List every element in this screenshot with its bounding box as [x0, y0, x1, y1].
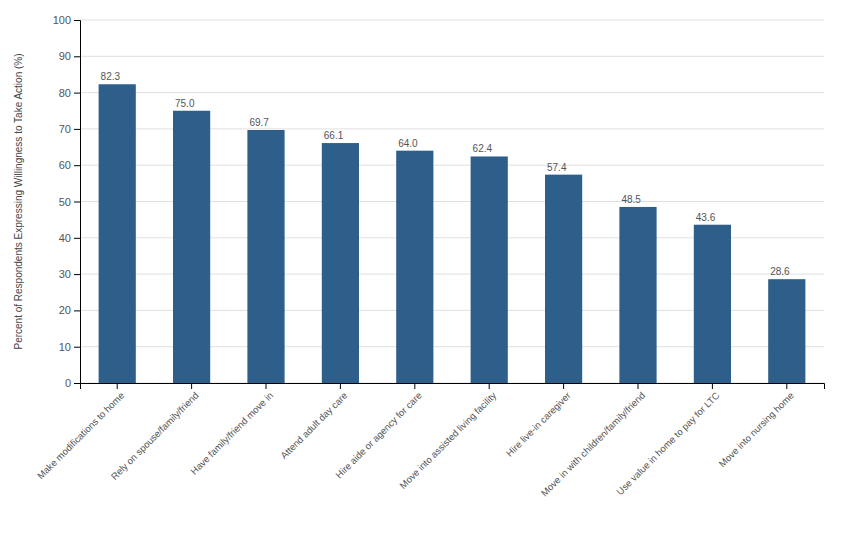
- x-tick: Move into assisted living facility: [397, 383, 498, 491]
- data-label: 62.4: [473, 143, 493, 154]
- x-tick-mark: [191, 383, 192, 389]
- y-tick: 30: [59, 268, 80, 280]
- y-tick-mark: [74, 274, 80, 275]
- y-tick: 0: [65, 377, 80, 389]
- y-tick-label: 30: [59, 268, 71, 280]
- y-axis-title: Percent of Respondents Expressing Willin…: [13, 53, 24, 349]
- y-tick: 60: [59, 159, 80, 171]
- x-tick-mark: [638, 383, 639, 389]
- bar: [694, 225, 731, 383]
- y-tick-mark: [74, 383, 80, 384]
- bar: [322, 143, 359, 383]
- bars: [99, 84, 806, 383]
- x-axis-line: [81, 384, 825, 390]
- bar: [396, 151, 433, 383]
- y-tick: 20: [59, 304, 80, 316]
- x-tick-mark: [414, 383, 415, 389]
- data-label: 43.6: [696, 212, 716, 223]
- y-tick-mark: [74, 165, 80, 166]
- y-tick-mark: [74, 56, 80, 57]
- x-tick-mark: [266, 383, 267, 389]
- x-tick-label: Have family/friend move in: [188, 390, 275, 477]
- grid-line: [80, 56, 824, 57]
- grid: [80, 20, 824, 383]
- bar: [768, 279, 805, 383]
- y-tick-label: 50: [59, 196, 71, 208]
- data-label: 28.6: [770, 266, 790, 277]
- y-tick-mark: [74, 238, 80, 239]
- x-tick-label: Hire aide or agency for care: [333, 390, 424, 481]
- y-axis-line: [74, 21, 81, 384]
- x-tick-mark: [786, 383, 787, 389]
- y-tick-label: 20: [59, 304, 71, 316]
- y-tick: 70: [59, 123, 80, 135]
- bar: [545, 175, 582, 383]
- y-tick-label: 80: [59, 87, 71, 99]
- y-tick-label: 90: [59, 50, 71, 62]
- y-tick: 50: [59, 196, 80, 208]
- y-tick-mark: [74, 347, 80, 348]
- x-tick: Hire aide or agency for care: [333, 383, 424, 480]
- x-tick: Attend adult day care: [278, 383, 349, 461]
- y-tick: 10: [59, 341, 80, 353]
- data-labels: 82.3 75.0 69.7 66.1 64.0 62.4 57.4 48.5 43.6 28.6: [101, 71, 791, 277]
- y-tick: 40: [59, 232, 80, 244]
- y-tick-label: 100: [53, 14, 71, 26]
- x-tick: Rely on spouse/family/friend: [109, 383, 201, 482]
- bar: [173, 111, 210, 383]
- x-tick: Hire live-in caregiver: [504, 383, 573, 459]
- x-tick: Have family/friend move in: [188, 383, 275, 477]
- data-label: 48.5: [621, 194, 641, 205]
- bar: [247, 130, 284, 383]
- x-tick-label: Rely on spouse/family/friend: [109, 390, 201, 482]
- x-tick: Move into nursing home: [716, 383, 795, 469]
- x-tick-mark: [489, 383, 490, 389]
- x-tick-mark: [712, 383, 713, 389]
- y-tick-label: 40: [59, 232, 71, 244]
- data-label: 64.0: [398, 138, 418, 149]
- bar: [471, 156, 508, 383]
- chart: 0 10 20 30 40 50 60 70 80 90 100 Make modifications…: [0, 0, 844, 533]
- y-tick: 90: [59, 50, 80, 62]
- x-tick: Make modifications to home: [35, 383, 126, 481]
- y-tick-mark: [74, 93, 80, 94]
- x-tick-label: Make modifications to home: [35, 390, 126, 481]
- data-label: 66.1: [324, 130, 344, 141]
- x-tick-label: Use value in home to pay for LTC: [614, 390, 721, 497]
- x-axis: Make modifications to homeRely on spouse…: [35, 383, 825, 498]
- x-tick-label: Attend adult day care: [278, 390, 349, 461]
- y-tick-mark: [74, 20, 80, 21]
- y-tick-mark: [74, 310, 80, 311]
- data-label: 82.3: [101, 71, 121, 82]
- grid-line: [80, 92, 824, 93]
- x-tick-label: Move into assisted living facility: [397, 390, 498, 491]
- plot: 0 10 20 30 40 50 60 70 80 90 100 Make modifications…: [35, 14, 825, 498]
- y-tick: 100: [53, 14, 80, 26]
- data-label: 75.0: [175, 98, 195, 109]
- x-tick-label: Hire live-in caregiver: [504, 390, 573, 459]
- y-tick-label: 60: [59, 159, 71, 171]
- y-tick-label: 10: [59, 341, 71, 353]
- y-tick: 80: [59, 87, 80, 99]
- bar: [619, 207, 656, 383]
- y-tick-label: 0: [65, 377, 71, 389]
- x-tick-mark: [340, 383, 341, 389]
- data-label: 57.4: [547, 162, 567, 173]
- y-tick-mark: [74, 129, 80, 130]
- data-label: 69.7: [249, 117, 269, 128]
- y-tick-label: 70: [59, 123, 71, 135]
- y-axis: 0 10 20 30 40 50 60 70 80 90 100: [53, 14, 81, 389]
- bar: [99, 84, 136, 383]
- x-tick-label: Move into nursing home: [716, 390, 795, 469]
- x-tick-mark: [563, 383, 564, 389]
- grid-line: [80, 20, 824, 21]
- y-tick-mark: [74, 202, 80, 203]
- x-tick: Use value in home to pay for LTC: [614, 383, 721, 497]
- x-tick-mark: [117, 383, 118, 389]
